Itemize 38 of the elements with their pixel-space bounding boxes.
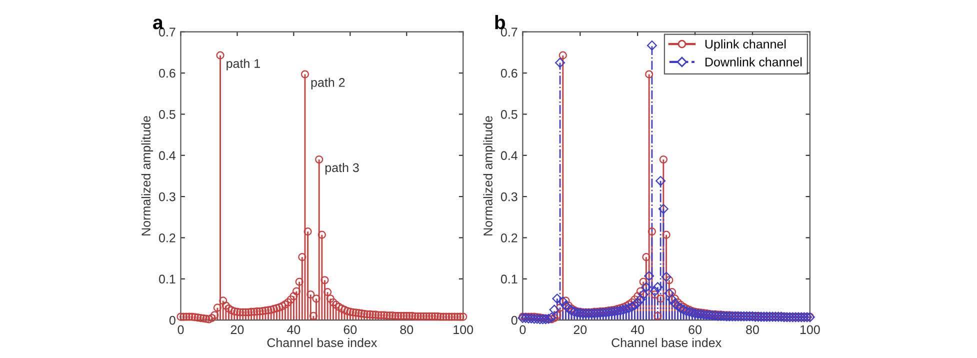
x-axis-title: Channel base index	[612, 338, 722, 348]
chart-title: a	[153, 18, 164, 30]
y-tick-label: 0	[511, 316, 518, 325]
y-tick-label: 0	[169, 316, 176, 325]
y-tick-label: 0.5	[500, 110, 518, 119]
x-tick-label: 20	[574, 325, 587, 334]
x-tick-label: 0	[520, 325, 526, 334]
x-tick-label: 40	[630, 325, 644, 334]
legend-label: Downlink channel	[705, 57, 802, 66]
y-axis-title: Normalized amplitude	[483, 116, 495, 236]
x-tick-label: 40	[287, 325, 300, 334]
y-tick-label: 0.6	[158, 68, 176, 78]
x-tick-label: 60	[688, 325, 702, 334]
annotation: path 3	[325, 162, 359, 175]
annotation: path 1	[226, 58, 260, 70]
chart-title: b	[495, 14, 506, 30]
y-tick-label: 0.4	[500, 151, 518, 160]
y-tick-label: 0.5	[158, 110, 176, 119]
y-tick-label: 0.2	[158, 234, 176, 242]
y-tick-label: 0.7	[500, 28, 518, 37]
x-tick-label: 80	[400, 325, 414, 334]
x-axis-title: Channel base index	[267, 338, 378, 348]
x-tick-label: 100	[800, 325, 820, 334]
x-tick-label: 100	[454, 325, 474, 334]
legend-label: Uplink channel	[705, 39, 786, 52]
x-tick-label: 20	[230, 325, 244, 334]
x-tick-label: 0	[178, 325, 184, 334]
y-axis-title: Normalized amplitude	[141, 116, 153, 236]
x-tick-label: 60	[344, 325, 357, 334]
y-tick-label: 0.2	[500, 234, 518, 242]
annotation: path 2	[311, 78, 345, 90]
y-tick-label: 0.3	[158, 192, 176, 202]
y-tick-label: 0.3	[500, 192, 518, 202]
y-tick-label: 0.1	[500, 274, 518, 284]
x-tick-label: 80	[746, 325, 759, 334]
y-tick-label: 0.6	[500, 68, 518, 78]
y-tick-label: 0.1	[158, 274, 176, 284]
y-tick-label: 0.4	[158, 151, 176, 160]
